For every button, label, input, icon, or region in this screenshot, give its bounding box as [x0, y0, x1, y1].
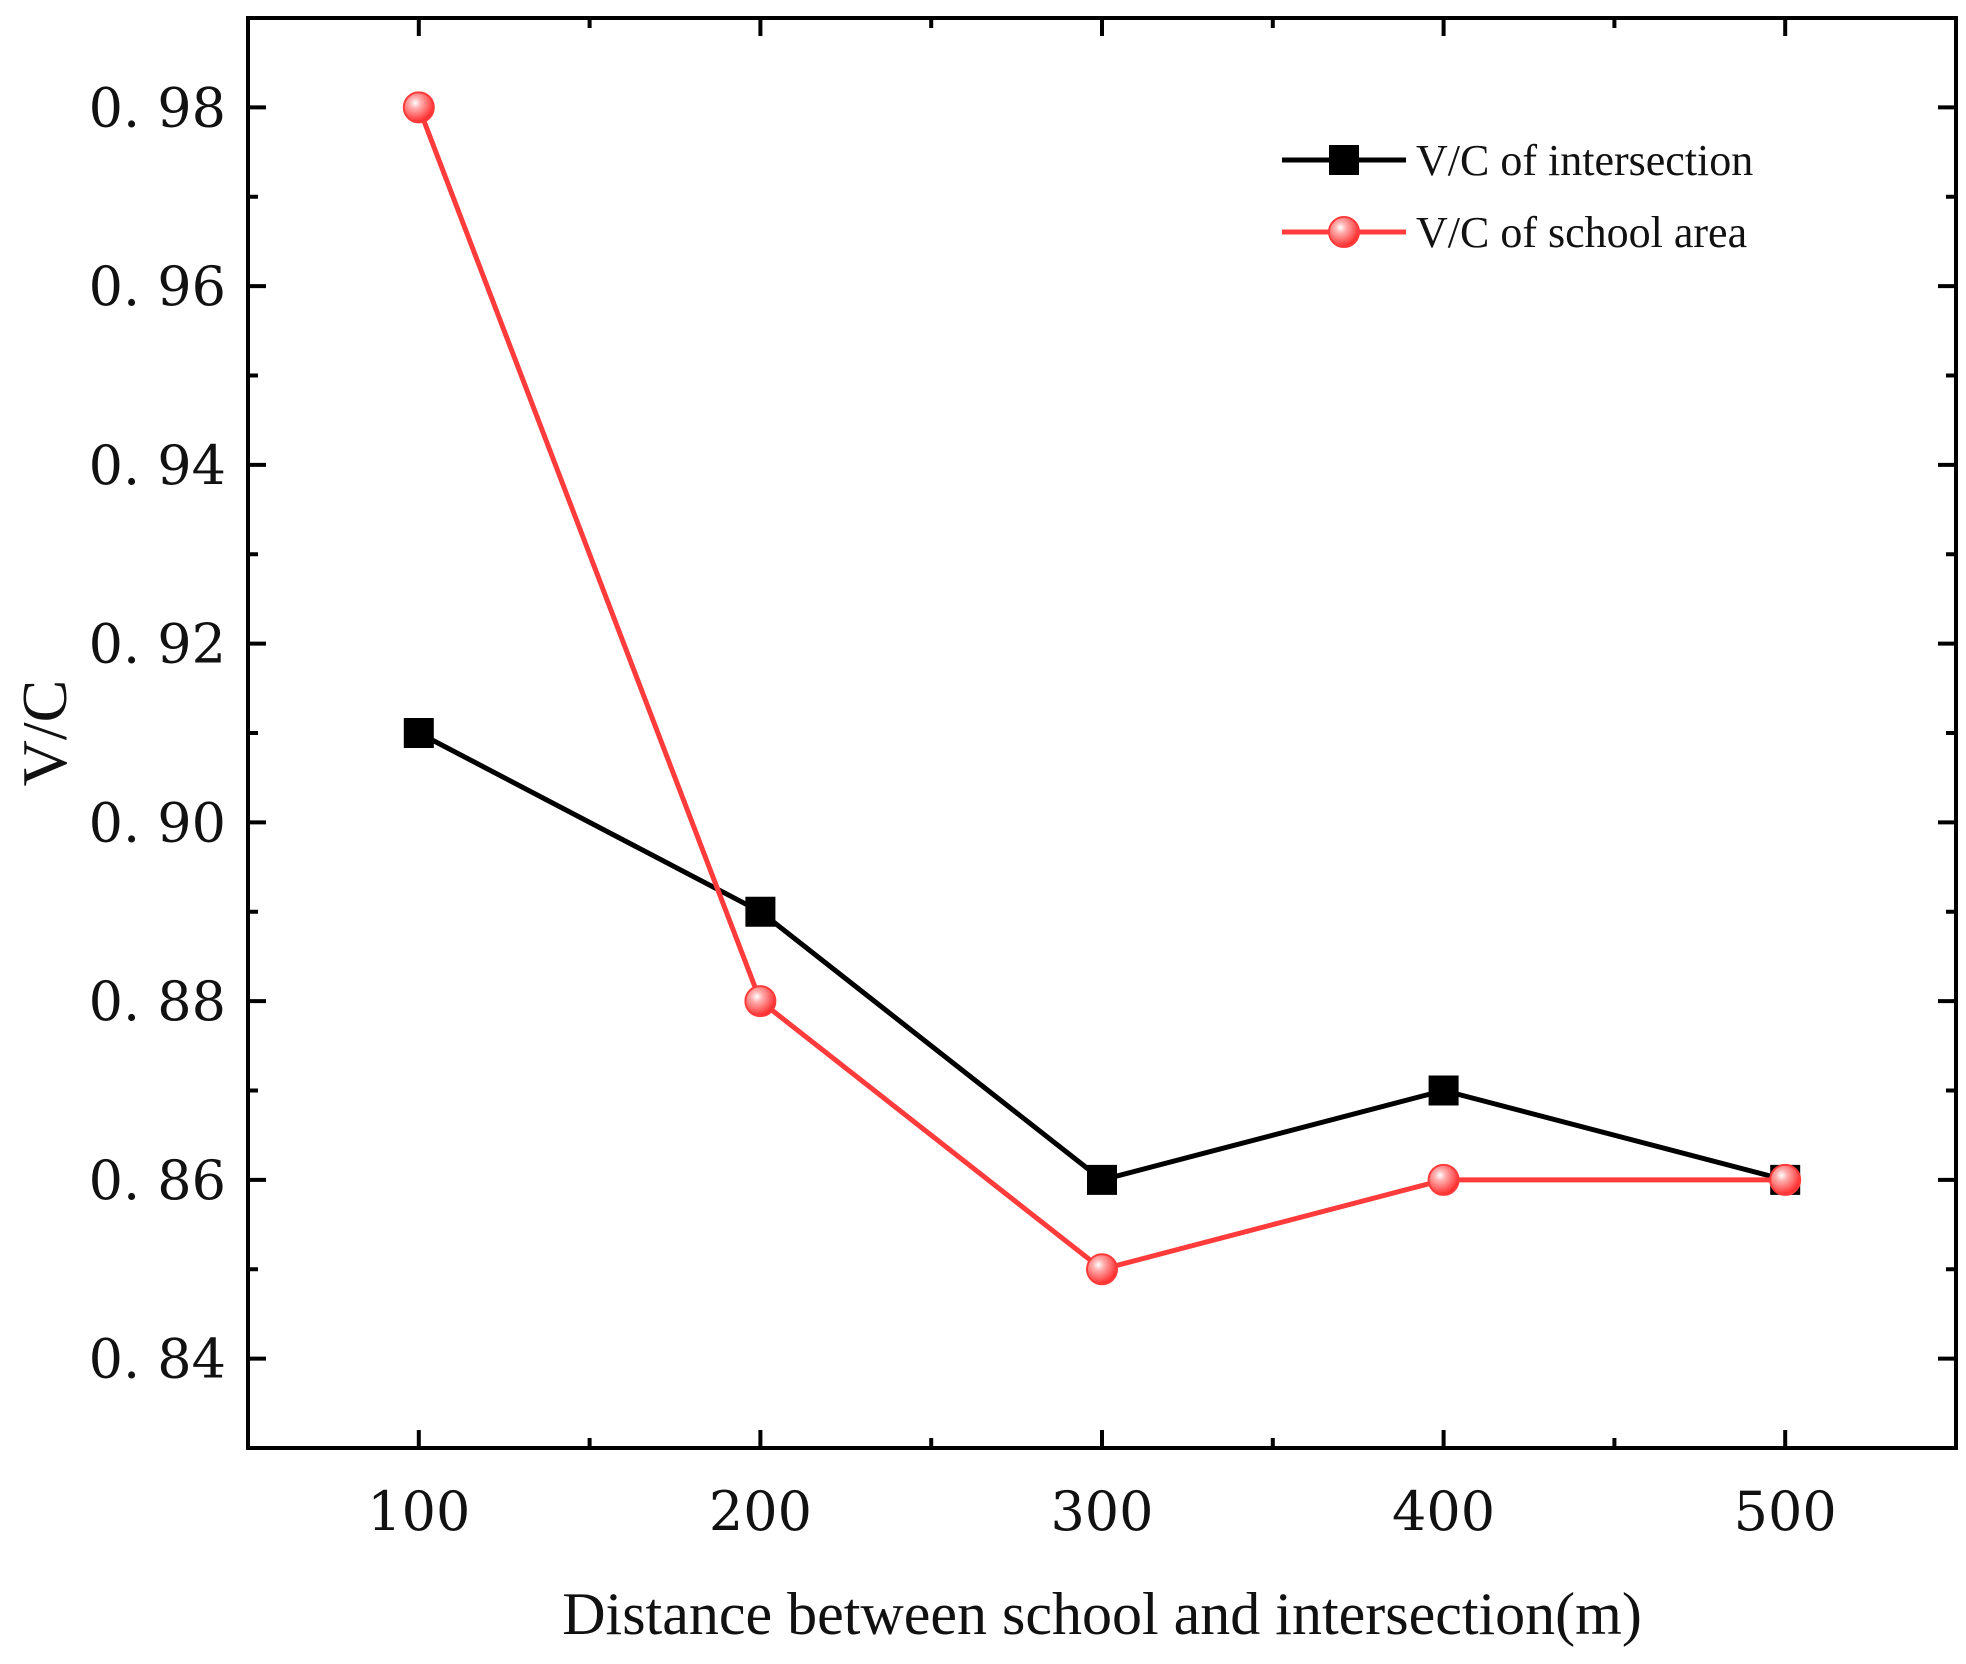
y-tick-label: 0. 94: [89, 434, 226, 497]
legend-marker: [1329, 145, 1359, 175]
legend-label: V/C of intersection: [1416, 136, 1753, 185]
x-tick-label: 100: [367, 1480, 470, 1543]
legend-marker: [1328, 216, 1360, 248]
legend: V/C of intersection V/C of school area: [1282, 136, 1753, 257]
data-point: [1086, 1253, 1118, 1286]
data-point: [1428, 1075, 1459, 1106]
y-tick-label: 0. 88: [89, 970, 226, 1033]
y-tick-label: 0. 84: [89, 1328, 226, 1391]
y-tick-label: 0. 98: [89, 76, 226, 139]
series-line: [417, 730, 1786, 1183]
data-point: [1087, 1164, 1117, 1195]
data-point: [744, 985, 777, 1018]
series-line: [416, 106, 1786, 1272]
x-axis-title: Distance between school and intersection…: [562, 1581, 1642, 1647]
data-point: [1769, 1163, 1802, 1196]
series-v-c-of-intersection: [403, 718, 1801, 1195]
x-tick-label: 300: [1050, 1480, 1153, 1543]
series-layer: [402, 91, 1802, 1286]
legend-item: V/C of intersection: [1282, 136, 1753, 185]
x-tick-label: 200: [709, 1480, 812, 1543]
y-tick-label: 0. 96: [89, 255, 226, 318]
axis-tick-labels: 0. 84 0. 86 0. 88 0. 90 0. 92 0. 94 0. 96 0. 98…: [89, 76, 1837, 1543]
y-tick-label: 0. 92: [89, 613, 226, 676]
legend-label: V/C of school area: [1416, 208, 1747, 257]
data-point: [403, 718, 434, 748]
y-axis-title: V/C: [9, 680, 80, 787]
y-tick-label: 0. 86: [89, 1149, 226, 1212]
legend-item: V/C of school area: [1282, 208, 1747, 257]
y-tick-label: 0. 90: [89, 791, 226, 854]
series-v-c-of-school-area: [402, 91, 1802, 1286]
axis-ticks: [246, 16, 1958, 1450]
x-tick-label: 500: [1734, 1480, 1837, 1543]
data-point: [1427, 1163, 1460, 1196]
data-point: [402, 91, 435, 124]
x-tick-label: 400: [1392, 1480, 1495, 1543]
data-point: [745, 896, 776, 927]
